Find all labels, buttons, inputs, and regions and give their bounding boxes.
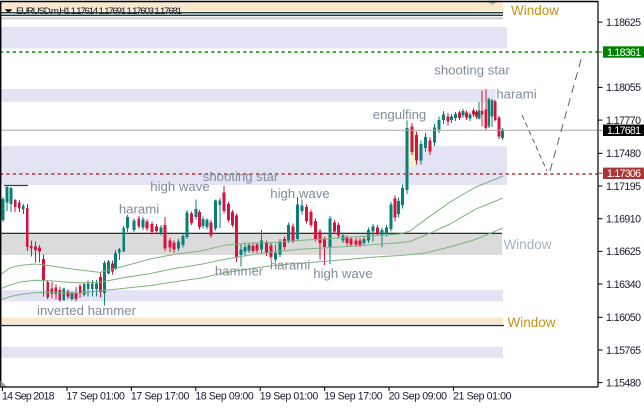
svg-text:19 Sep 17:00: 19 Sep 17:00 [324,391,383,403]
svg-text:20 Sep 09:00: 20 Sep 09:00 [389,391,448,403]
svg-text:high wave: high wave [313,266,372,281]
svg-text:1.16050: 1.16050 [606,312,641,324]
svg-text:high wave: high wave [270,186,329,201]
svg-text:inverted hammer: inverted hammer [37,303,137,318]
svg-text:Window: Window [503,237,551,252]
svg-text:14 Sep 2018: 14 Sep 2018 [2,391,55,403]
svg-text:17 Sep 01:00: 17 Sep 01:00 [66,391,125,403]
svg-text:1.16340: 1.16340 [606,279,641,291]
svg-text:17 Sep 17:00: 17 Sep 17:00 [131,391,190,403]
svg-text:1.15765: 1.15765 [606,345,641,357]
svg-text:EURUSD.m,H1 1.17614 1.17691 1: EURUSD.m,H1 1.17614 1.17691 1.17603 1.17… [16,6,182,17]
svg-text:harami: harami [270,257,310,272]
svg-text:19 Sep 01:00: 19 Sep 01:00 [260,391,319,403]
svg-text:1.17306: 1.17306 [607,168,641,180]
svg-text:harami: harami [496,86,536,101]
svg-text:shooting star: shooting star [434,62,510,77]
svg-text:1.18361: 1.18361 [607,47,641,59]
svg-text:shooting star: shooting star [203,169,279,184]
svg-text:1.17480: 1.17480 [606,148,641,160]
svg-text:1.18625: 1.18625 [606,17,641,29]
svg-text:hammer: hammer [215,263,264,278]
svg-text:1.16625: 1.16625 [606,246,641,258]
svg-text:1.15480: 1.15480 [606,377,641,389]
svg-text:1.16910: 1.16910 [606,214,641,226]
svg-text:high wave: high wave [150,179,209,194]
svg-text:engulfing: engulfing [373,107,427,122]
svg-text:harami: harami [119,201,159,216]
svg-text:1.17681: 1.17681 [607,125,641,137]
svg-text:1.17195: 1.17195 [606,181,641,193]
svg-text:21 Sep 01:00: 21 Sep 01:00 [453,391,512,403]
svg-text:Window: Window [511,3,559,18]
svg-text:1.18055: 1.18055 [606,82,641,94]
svg-text:18 Sep 09:00: 18 Sep 09:00 [195,391,254,403]
svg-text:Window: Window [507,315,555,330]
svg-text:1.17770: 1.17770 [606,115,641,127]
